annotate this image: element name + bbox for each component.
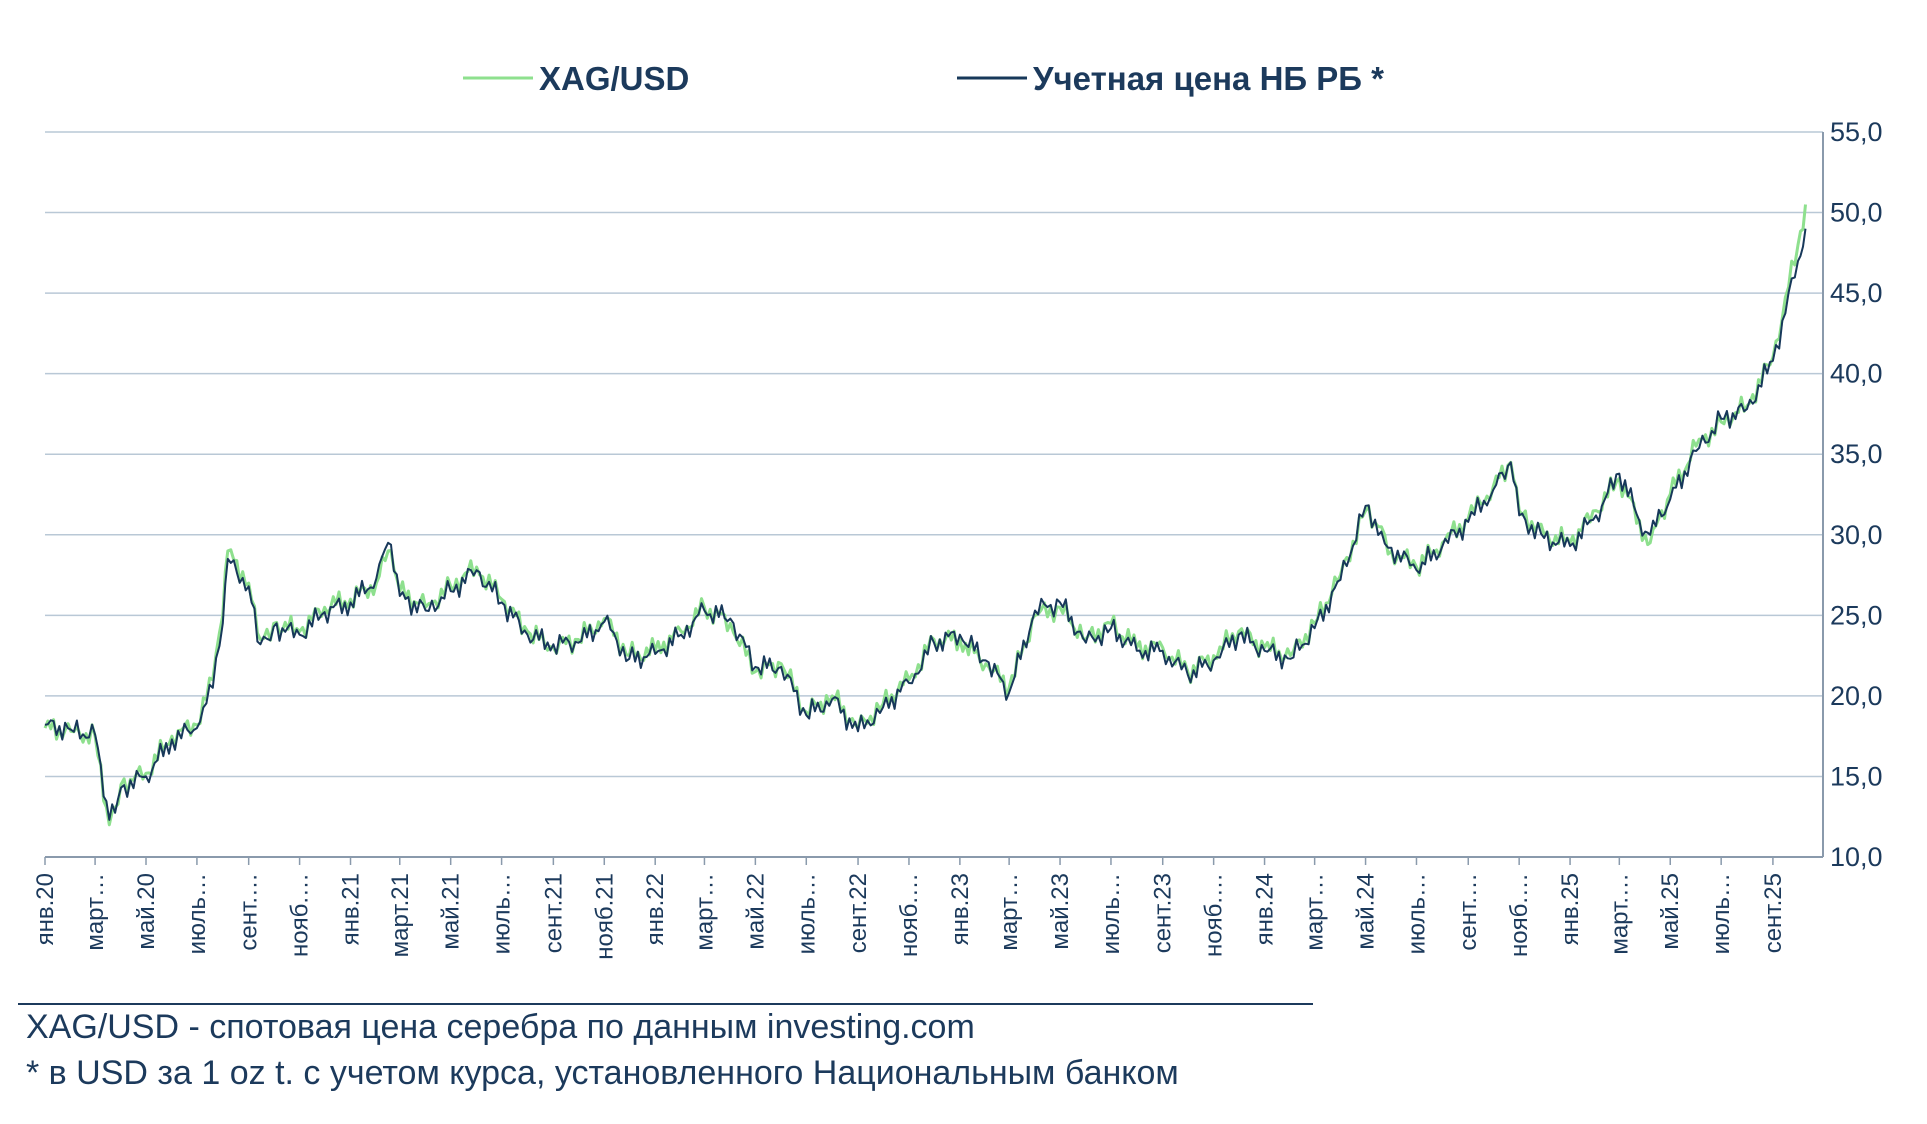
- y-tick-label: 20,0: [1830, 681, 1883, 711]
- x-tick-label: янв.21: [338, 873, 365, 945]
- y-tick-label: 50,0: [1830, 198, 1883, 228]
- x-tick-label: янв.20: [32, 873, 59, 945]
- y-tick-label: 25,0: [1830, 600, 1883, 630]
- x-tick-label: май.20: [133, 873, 160, 950]
- series-line: [44, 228, 1807, 821]
- gridlines: [45, 131, 1823, 778]
- x-tick-label: май.25: [1657, 873, 1684, 950]
- x-tick-label: янв.25: [1557, 873, 1584, 945]
- x-tick-label: сент.23: [1150, 873, 1177, 953]
- series-lines: [43, 204, 1807, 827]
- x-tick-label: нояб.…: [1201, 873, 1228, 957]
- x-axis-tick-labels: янв.20 март… май.20 июль… сент.… нояб.… янв.21…: [32, 857, 1787, 960]
- x-tick-label: март.21: [387, 873, 414, 957]
- x-tick-label: нояб.21: [591, 873, 618, 960]
- footnote-note: * в USD за 1 oz t. с учетом курса, устан…: [26, 1054, 1179, 1092]
- x-tick-label: нояб.…: [896, 873, 923, 957]
- legend-label: Учетная цена НБ РБ *: [1033, 60, 1384, 97]
- x-tick-label: март.…: [1606, 873, 1633, 955]
- x-tick-label: июль…: [489, 873, 516, 954]
- chart: XAG/USD Учетная цена НБ РБ * 10,0 15,0 20,0…: [32, 60, 1883, 960]
- y-tick-label: 35,0: [1830, 439, 1883, 469]
- x-tick-label: нояб.…: [1506, 873, 1533, 957]
- y-tick-label: 30,0: [1830, 520, 1883, 550]
- x-tick-label: май.24: [1353, 873, 1380, 950]
- x-tick-label: сент.22: [845, 873, 872, 953]
- x-tick-label: янв.23: [947, 873, 974, 945]
- x-tick-label: июль…: [1098, 873, 1125, 954]
- x-tick-label: май.23: [1047, 873, 1074, 950]
- x-tick-label: март…: [996, 873, 1023, 951]
- x-tick-label: янв.24: [1252, 873, 1279, 945]
- x-tick-label: нояб.…: [287, 873, 314, 957]
- x-tick-label: май.22: [742, 873, 769, 950]
- y-tick-label: 45,0: [1830, 278, 1883, 308]
- x-tick-label: сент.25: [1760, 873, 1787, 953]
- footnote-divider: [18, 1003, 1313, 1005]
- legend-label: XAG/USD: [539, 60, 689, 97]
- x-tick-label: июль…: [1708, 873, 1735, 954]
- axes: [45, 132, 1824, 858]
- x-tick-label: май.21: [438, 873, 465, 950]
- x-tick-label: сент.21: [540, 873, 567, 953]
- y-tick-label: 15,0: [1830, 761, 1883, 791]
- legend: XAG/USD Учетная цена НБ РБ *: [463, 60, 1384, 97]
- y-tick-label: 55,0: [1830, 117, 1883, 147]
- x-tick-label: янв.22: [642, 873, 669, 945]
- x-tick-label: июль…: [793, 873, 820, 954]
- x-tick-label: сент.…: [1455, 873, 1482, 951]
- x-tick-label: сент.…: [236, 873, 263, 951]
- x-tick-label: июль…: [184, 873, 211, 954]
- x-tick-label: март…: [1302, 873, 1329, 951]
- y-tick-label: 10,0: [1830, 842, 1883, 872]
- x-tick-label: март…: [691, 873, 718, 951]
- series-line: [43, 204, 1807, 827]
- y-axis-tick-labels: 10,0 15,0 20,0 25,0 30,0 35,0 40,0 45,0 50,0 55,0: [1830, 117, 1883, 872]
- footnote-source: XAG/USD - спотовая цена серебра по данны…: [26, 1008, 975, 1046]
- x-tick-label: март…: [82, 873, 109, 951]
- x-tick-label: июль…: [1403, 873, 1430, 954]
- y-tick-label: 40,0: [1830, 359, 1883, 389]
